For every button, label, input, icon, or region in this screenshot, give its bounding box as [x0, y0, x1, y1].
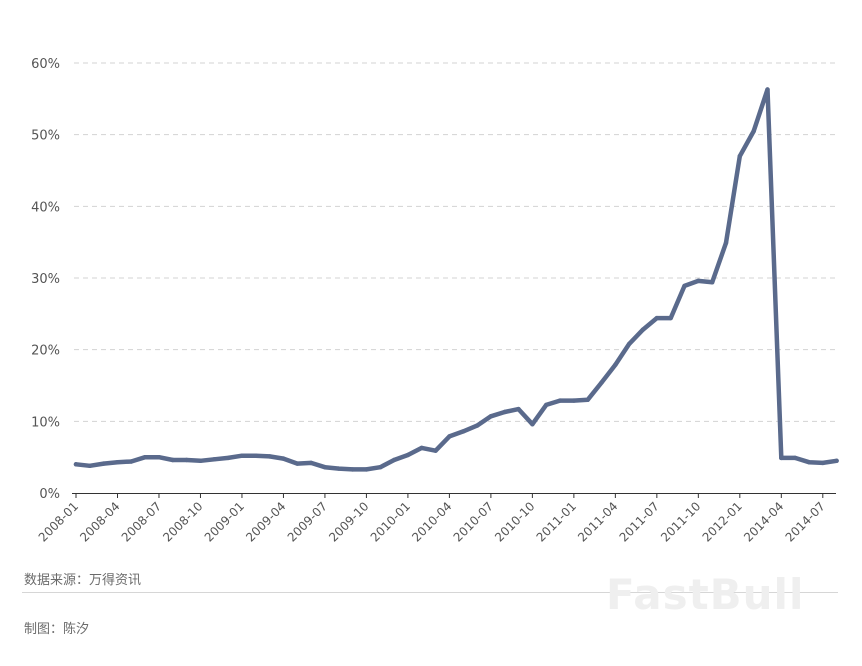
data-point: [779, 455, 784, 461]
y-tick-label: 10%: [31, 415, 60, 430]
data-point: [696, 278, 701, 284]
footer-divider: [22, 592, 838, 593]
data-point: [253, 453, 258, 458]
x-tick-label: 2011-04: [575, 499, 620, 544]
data-point: [820, 460, 825, 466]
x-tick-label: 2009-10: [326, 499, 371, 544]
x-tick-label: 2012-01: [700, 499, 745, 544]
data-point: [544, 402, 549, 408]
data-point: [115, 460, 120, 465]
series-layer: [73, 87, 839, 472]
data-point: [654, 315, 659, 321]
x-tick-label: 2009-01: [202, 499, 247, 544]
y-tick-label: 50%: [31, 129, 60, 144]
data-point: [322, 465, 328, 470]
data-point: [198, 458, 203, 463]
data-source-note: 数据来源：万得资讯: [24, 573, 142, 588]
x-tick-label: 2008-01: [36, 499, 81, 544]
data-point: [723, 240, 729, 246]
data-point: [433, 448, 438, 453]
data-point: [502, 409, 507, 415]
line-chart: 0%10%20%30%40%50%60% 2008-012008-042008-…: [31, 57, 839, 545]
data-point: [792, 455, 798, 461]
x-tick-label: 2010-10: [492, 499, 537, 544]
data-point: [557, 398, 563, 403]
data-point: [308, 460, 314, 466]
data-point: [364, 467, 369, 472]
x-tick-label: 2008-10: [160, 499, 205, 544]
data-point: [87, 463, 93, 468]
data-point: [613, 362, 618, 367]
y-axis: 0% 10% 20% 30% 40% 50% 60%: [31, 57, 60, 502]
data-point: [640, 327, 646, 332]
data-point: [834, 458, 839, 463]
data-point: [530, 422, 535, 427]
x-tick-label: 2010-04: [409, 499, 454, 544]
data-point: [336, 466, 341, 471]
data-point: [129, 459, 134, 464]
x-tick-label: 2009-07: [285, 499, 330, 544]
x-tick-label: 2010-01: [368, 499, 413, 544]
data-point: [391, 457, 397, 463]
x-axis-labels: 2008-012008-042008-072008-102009-012009-…: [36, 499, 828, 544]
data-point: [710, 280, 715, 285]
data-point: [281, 456, 286, 461]
x-tick-label: 2014-07: [783, 499, 828, 544]
data-point: [170, 457, 175, 463]
y-tick-label: 60%: [31, 57, 60, 72]
data-point: [737, 154, 742, 159]
x-tick-label: 2008-04: [77, 499, 122, 544]
y-tick-label: 20%: [31, 344, 60, 359]
data-point: [474, 423, 480, 428]
data-point: [225, 455, 231, 461]
author-credit: 制图：陈汐: [24, 622, 90, 637]
data-point: [378, 465, 383, 470]
data-point: [156, 455, 162, 460]
y-tick-label: 0%: [39, 487, 60, 502]
data-point: [73, 462, 79, 467]
x-tick-label: 2011-10: [658, 499, 703, 544]
x-tick-label: 2011-07: [617, 499, 662, 544]
data-point: [806, 460, 812, 465]
data-point: [239, 453, 245, 458]
data-point: [267, 454, 272, 459]
x-tick-label: 2011-01: [534, 499, 579, 544]
data-point: [765, 87, 770, 92]
data-point: [419, 445, 424, 451]
data-point: [101, 461, 106, 466]
data-point: [516, 406, 521, 412]
data-point: [599, 380, 604, 385]
data-point: [212, 457, 217, 462]
data-point: [585, 397, 590, 402]
data-point: [142, 455, 148, 460]
data-point: [627, 341, 632, 347]
y-tick-label: 30%: [31, 272, 60, 287]
data-point: [488, 414, 494, 419]
series-line: [73, 87, 839, 472]
data-point: [571, 398, 577, 403]
data-point: [682, 283, 687, 289]
x-axis: [72, 493, 836, 498]
x-tick-label: 2010-07: [451, 499, 496, 544]
grid-lines: [74, 62, 836, 422]
y-tick-label: 40%: [31, 200, 60, 215]
x-tick-label: 2008-07: [119, 499, 164, 544]
x-tick-label: 2009-04: [243, 499, 288, 544]
data-point: [295, 461, 300, 466]
x-tick-label: 2014-04: [741, 499, 786, 544]
data-point: [405, 452, 411, 458]
data-point: [184, 457, 189, 463]
data-point: [461, 429, 466, 434]
data-point: [668, 315, 673, 321]
data-point: [350, 467, 355, 472]
data-point: [447, 434, 452, 439]
data-point: [751, 128, 756, 134]
watermark-logo: FastBull: [606, 570, 805, 619]
